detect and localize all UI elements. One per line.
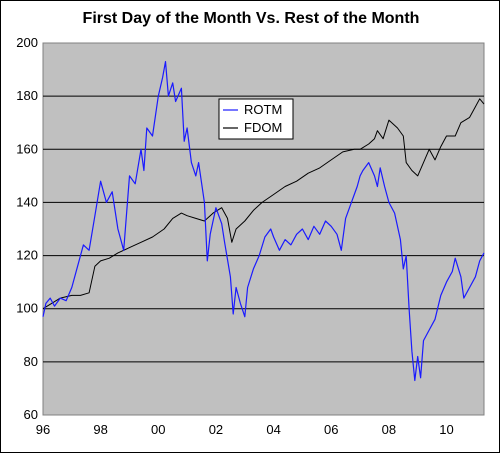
legend-label-fdom: FDOM <box>244 120 282 135</box>
x-tick-label: 08 <box>382 422 396 437</box>
x-tick-label: 10 <box>439 422 453 437</box>
x-tick-label: 02 <box>209 422 223 437</box>
y-tick-label: 160 <box>16 141 38 156</box>
x-tick-label: 00 <box>151 422 165 437</box>
x-tick-label: 98 <box>93 422 107 437</box>
y-tick-label: 180 <box>16 88 38 103</box>
y-tick-label: 140 <box>16 194 38 209</box>
gridlines <box>43 95 484 363</box>
legend: ROTM FDOM <box>218 98 294 140</box>
y-tick-label: 60 <box>24 407 38 422</box>
y-tick-label: 120 <box>16 248 38 263</box>
x-tick-label: 06 <box>324 422 338 437</box>
series-line-fdom <box>42 98 485 310</box>
y-tick-label: 200 <box>16 35 38 50</box>
chart-title: First Day of the Month Vs. Rest of the M… <box>82 10 420 27</box>
legend-label-rotm: ROTM <box>244 102 282 117</box>
y-tick-label: 80 <box>24 354 38 369</box>
y-tick-label: 100 <box>16 301 38 316</box>
x-tick-label: 96 <box>36 422 50 437</box>
series-lines <box>42 61 485 382</box>
y-axis: 60 80 100 120 140 160 180 200 <box>16 35 38 422</box>
legend-box <box>218 98 294 140</box>
x-axis: 96 98 00 02 04 06 08 10 <box>36 422 454 437</box>
series-line-rotm <box>42 61 485 382</box>
x-tick-label: 04 <box>266 422 280 437</box>
